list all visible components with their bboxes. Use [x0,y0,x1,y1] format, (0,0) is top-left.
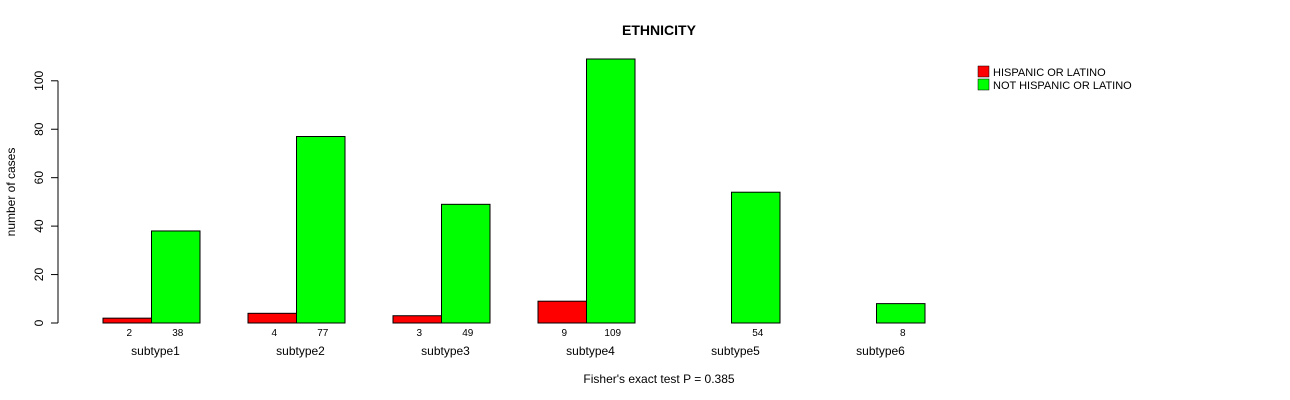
bar-subtype1-series-1 [151,230,201,324]
category-label-subtype4: subtype4 [566,344,615,358]
bar-subtype3-series-0 [392,315,442,324]
data-label: 49 [462,328,474,339]
category-label-subtype6: subtype6 [856,344,905,358]
bar-group [102,58,926,324]
data-label: 4 [271,328,277,339]
bar-subtype6-series-1 [876,303,926,324]
legend-label-not-hispanic: NOT HISPANIC OR LATINO [993,80,1132,92]
legend-swatch-not-hispanic [977,78,990,91]
bar-subtype5-series-1 [731,191,781,324]
data-label: 38 [172,328,184,339]
data-label: 9 [561,328,567,339]
y-tick-label: 20 [32,268,46,282]
category-label-subtype2: subtype2 [276,344,325,358]
legend-label-hispanic: HISPANIC OR LATINO [993,67,1106,79]
y-tick-label: 100 [32,70,46,90]
y-tick-label: 0 [32,319,46,326]
data-label: 2 [126,328,132,339]
y-tick-label: 60 [32,171,46,185]
legend: HISPANIC OR LATINO NOT HISPANIC OR LATIN… [977,65,1132,92]
bar-subtype1-series-0 [102,317,152,324]
y-axis-label: number of cases [4,148,18,237]
bar-subtype2-series-0 [247,312,297,324]
legend-swatch-hispanic [977,65,990,78]
y-tick-label: 40 [32,219,46,233]
bar-subtype4-series-1 [586,58,636,324]
data-label: 54 [752,328,764,339]
data-labels: 2 38 4 77 3 49 9 109 54 8 [126,328,906,339]
y-tick-label: 80 [32,122,46,136]
fisher-test-footnote: Fisher's exact test P = 0.385 [583,372,734,386]
category-label-subtype1: subtype1 [131,344,180,358]
y-axis-ticks: 0 20 40 60 80 100 [32,70,58,326]
data-label: 109 [604,328,621,339]
chart-title: ETHNICITY [622,22,697,38]
data-label: 77 [317,328,329,339]
bar-subtype3-series-1 [441,203,491,324]
bar-subtype2-series-1 [296,136,346,324]
category-labels: subtype1 subtype2 subtype3 subtype4 subtype5… [131,344,905,358]
category-label-subtype5: subtype5 [711,344,760,358]
data-label: 3 [416,328,422,339]
bar-subtype4-series-0 [537,300,587,324]
data-label: 8 [900,328,906,339]
category-label-subtype3: subtype3 [421,344,470,358]
